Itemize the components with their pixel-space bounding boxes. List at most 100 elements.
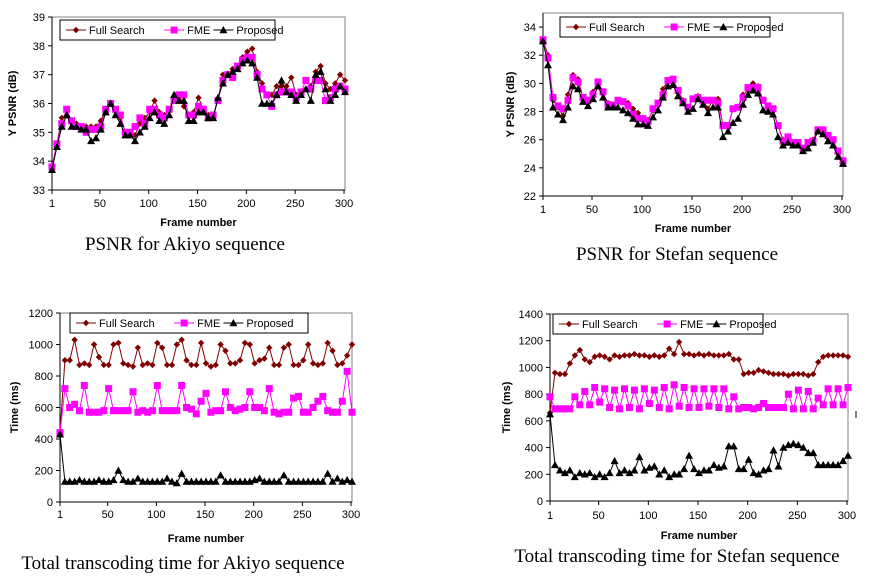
data-point <box>202 389 210 397</box>
data-point <box>606 404 614 411</box>
data-point <box>799 405 807 413</box>
data-point <box>155 116 164 124</box>
data-point <box>670 350 678 358</box>
data-point <box>819 126 827 134</box>
data-point <box>675 338 683 346</box>
data-point <box>589 91 597 99</box>
data-point <box>316 67 325 75</box>
x-tick-label: 250 <box>788 510 806 522</box>
data-point <box>829 352 837 359</box>
data-point <box>824 385 832 393</box>
data-point <box>297 90 306 99</box>
data-point <box>654 99 662 107</box>
data-point <box>824 137 832 145</box>
data-point <box>312 76 320 84</box>
data-point <box>329 347 336 354</box>
data-point <box>324 339 331 347</box>
data-point <box>179 96 188 104</box>
data-point <box>261 355 268 362</box>
data-point <box>110 407 118 415</box>
data-point <box>570 472 579 481</box>
x-tick-label: 150 <box>689 510 707 522</box>
data-point <box>341 87 349 96</box>
data-point <box>569 74 577 82</box>
data-point <box>321 97 329 105</box>
data-point <box>564 103 572 111</box>
data-point <box>72 122 81 130</box>
data-point <box>729 105 737 113</box>
data-point <box>734 103 742 111</box>
data-point <box>565 466 574 474</box>
data-point <box>222 347 229 354</box>
data-point <box>265 385 273 393</box>
data-point <box>197 339 205 347</box>
data-point <box>615 468 624 477</box>
data-point <box>740 370 747 378</box>
data-point <box>199 108 208 116</box>
y-tick-label: 800 <box>525 389 543 401</box>
x-tick-label: 250 <box>783 204 801 216</box>
x-tick-label: 250 <box>293 509 311 521</box>
legend-marker-icon <box>565 320 573 328</box>
series-full-search <box>56 336 356 436</box>
data-point <box>769 110 777 118</box>
data-point <box>207 408 215 416</box>
data-point <box>180 91 188 99</box>
data-point <box>574 85 582 93</box>
data-point <box>844 383 852 391</box>
data-point <box>115 339 122 347</box>
data-point <box>57 122 66 130</box>
data-point <box>145 113 154 122</box>
data-point <box>834 385 842 393</box>
data-point <box>644 121 652 129</box>
data-point <box>311 70 320 78</box>
data-point <box>236 357 244 364</box>
data-point <box>279 471 288 479</box>
x-tick-label: 100 <box>633 204 651 216</box>
data-point <box>834 460 843 469</box>
data-point <box>779 443 788 451</box>
data-point <box>750 369 757 376</box>
data-point <box>809 138 817 146</box>
data-point <box>144 408 152 416</box>
data-point <box>719 132 727 141</box>
data-point <box>586 358 593 366</box>
data-point <box>71 400 79 408</box>
data-point <box>343 475 352 484</box>
data-point <box>794 141 802 149</box>
data-point <box>770 404 777 411</box>
x-tick-label: 200 <box>245 509 263 521</box>
data-point <box>149 361 156 369</box>
data-point <box>292 96 301 104</box>
data-point <box>294 392 302 400</box>
data-point <box>729 442 738 450</box>
data-point <box>146 105 154 113</box>
data-point <box>574 78 582 86</box>
data-point <box>68 117 76 125</box>
legend-marker-icon <box>670 23 678 31</box>
data-point <box>314 361 322 369</box>
data-point <box>331 90 340 99</box>
data-point <box>614 103 622 111</box>
data-point <box>185 111 193 119</box>
data-point <box>650 462 659 470</box>
data-point <box>546 410 554 418</box>
data-point <box>789 141 797 149</box>
x-axis-title: Frame number <box>168 533 245 545</box>
data-point <box>690 352 698 359</box>
data-point <box>52 142 61 150</box>
data-point <box>86 361 93 369</box>
data-point <box>61 385 69 393</box>
data-point <box>195 94 202 101</box>
data-point <box>324 407 332 415</box>
data-point <box>76 361 83 369</box>
data-point <box>729 118 737 126</box>
data-point <box>214 93 223 101</box>
data-point <box>155 111 163 119</box>
data-point <box>665 405 673 413</box>
data-point <box>804 139 812 147</box>
data-point <box>317 76 325 84</box>
data-point <box>307 85 315 93</box>
data-point <box>193 361 200 369</box>
data-point <box>839 456 848 465</box>
